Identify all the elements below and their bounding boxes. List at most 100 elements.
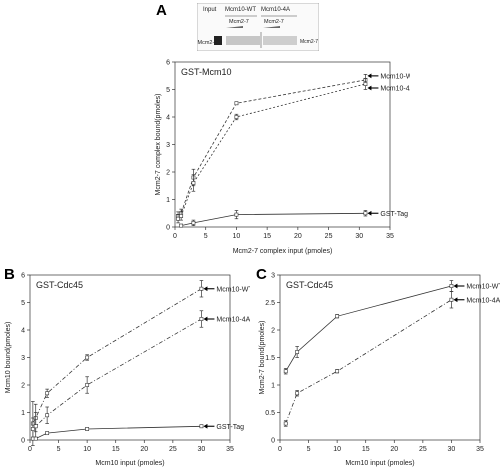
series-line <box>32 318 202 430</box>
legend-arrow-head <box>367 73 372 79</box>
x-tick-label: 20 <box>390 446 398 453</box>
data-point <box>199 286 204 291</box>
x-tick-label: 0 <box>278 446 282 453</box>
panel-label-b: B <box>4 266 15 283</box>
x-axis-label: Mcm10 input (pmoles) <box>95 460 164 467</box>
x-tick-label: 10 <box>83 446 91 453</box>
chart-title: GST-Cdc45 <box>36 280 83 290</box>
data-point <box>176 216 180 221</box>
panel-label-c: C <box>256 266 267 283</box>
series-line <box>32 425 202 439</box>
x-tick-label: 5 <box>204 233 208 240</box>
y-axis-label: Mcm2-7 complex bound(pmoles) <box>155 94 162 196</box>
chart-c: 0 5 10 15 20 25 30 35 0 0.5 1 1.5 2 2.5 3 GST-Cdc45 Mcm1… <box>259 273 500 468</box>
x-tick-label: 15 <box>362 446 370 453</box>
series-line <box>285 299 452 424</box>
x-tick-label: 15 <box>263 233 271 240</box>
legend-arrow-head <box>367 85 372 91</box>
x-tick-label: 10 <box>233 233 241 240</box>
blot-band-4a <box>263 36 297 45</box>
western-blot: Input Mcm10-WT Mcm10-4A Mcm2-7 Mcm2-7 Mc… <box>197 3 319 51</box>
data-point <box>335 314 340 319</box>
x-tick-label: 35 <box>386 233 394 240</box>
y-tick-label: 0 <box>166 225 170 232</box>
series-line <box>285 285 452 372</box>
data-point <box>30 427 35 431</box>
legend-arrow-head <box>453 283 458 289</box>
x-tick-label: 30 <box>355 233 363 240</box>
data-point <box>45 431 50 436</box>
legend-arrow-head <box>203 286 208 292</box>
blot-right-label: Mcm2-7 <box>300 39 318 45</box>
data-point <box>85 427 90 431</box>
blot-band-input <box>214 36 222 45</box>
y-tick-label: 1 <box>271 383 275 390</box>
data-point <box>295 391 300 396</box>
y-tick-label: 0 <box>21 438 25 445</box>
y-tick-label: 2 <box>166 170 170 177</box>
x-tick-label: 20 <box>140 446 148 453</box>
series-line <box>32 288 202 424</box>
x-tick-label: 35 <box>226 446 234 453</box>
series-label: Mcm10-WT <box>380 73 410 80</box>
x-tick-label: 25 <box>169 446 177 453</box>
data-point <box>449 297 454 302</box>
series-label: GST-Tag <box>380 211 408 218</box>
data-point <box>283 421 288 426</box>
blot-lane-wt: Mcm10-WT <box>225 7 256 13</box>
y-tick-label: 5 <box>166 87 170 94</box>
series-label: Mcm10-4A <box>380 86 410 93</box>
series-label: Mcm10-WT <box>466 284 500 291</box>
legend-arrow-head <box>367 210 372 216</box>
y-axis-label: Mcm10 bound(pmoles) <box>5 322 12 394</box>
y-tick-label: 1 <box>166 197 170 204</box>
y-tick-label: 2 <box>21 383 25 390</box>
data-point <box>283 369 288 374</box>
data-point <box>199 317 204 321</box>
x-tick-label: 30 <box>448 446 456 453</box>
series-line <box>177 79 366 217</box>
data-point <box>191 181 196 185</box>
plot-frame <box>174 61 391 228</box>
blot-sub-wt: Mcm2-7 <box>229 19 249 25</box>
data-point <box>234 101 239 106</box>
blot-lane-4a: Mcm10-4A <box>261 7 290 13</box>
y-tick-label: 3 <box>21 355 25 362</box>
x-tick-label: 5 <box>57 446 61 453</box>
series-label: Mcm10-4A <box>466 297 500 304</box>
blot-lane-input: Input <box>203 7 217 13</box>
data-point <box>449 284 454 288</box>
data-point <box>179 223 184 228</box>
y-tick-label: 4 <box>21 328 25 335</box>
chart-title: GST-Mcm10 <box>181 67 232 77</box>
data-point <box>191 220 196 225</box>
blot-left-label: Mcm2-7 <box>198 40 218 46</box>
x-tick-label: 35 <box>476 446 484 453</box>
data-point <box>179 214 184 218</box>
y-tick-label: 3 <box>271 273 275 280</box>
x-tick-label: 25 <box>419 446 427 453</box>
y-tick-label: 2.5 <box>265 300 275 307</box>
chart-b: 0 5 10 15 20 25 30 35 0 1 2 3 4 5 6 GST-Cdc45 Mcm10 inpu… <box>5 273 250 468</box>
data-point <box>45 391 50 396</box>
chart-title: GST-Cdc45 <box>286 280 333 290</box>
y-tick-label: 2 <box>271 328 275 335</box>
data-point <box>234 212 239 217</box>
series-line <box>181 212 366 226</box>
blot-band-wt <box>226 36 260 45</box>
data-point <box>33 436 38 441</box>
x-tick-label: 30 <box>198 446 206 453</box>
x-tick-label: 0 <box>28 446 32 453</box>
data-point <box>234 115 239 119</box>
x-tick-label: 20 <box>294 233 302 240</box>
x-tick-label: 10 <box>333 446 341 453</box>
panel-label-a: A <box>156 2 167 19</box>
series-line <box>177 83 366 220</box>
y-axis-label: Mcm2-7 bound(pmoles) <box>259 321 266 395</box>
y-tick-label: 6 <box>166 60 170 67</box>
y-tick-label: 6 <box>21 273 25 280</box>
y-tick-label: 5 <box>21 300 25 307</box>
data-point <box>33 424 38 429</box>
y-tick-label: 0.5 <box>265 410 275 417</box>
data-point <box>85 383 90 387</box>
